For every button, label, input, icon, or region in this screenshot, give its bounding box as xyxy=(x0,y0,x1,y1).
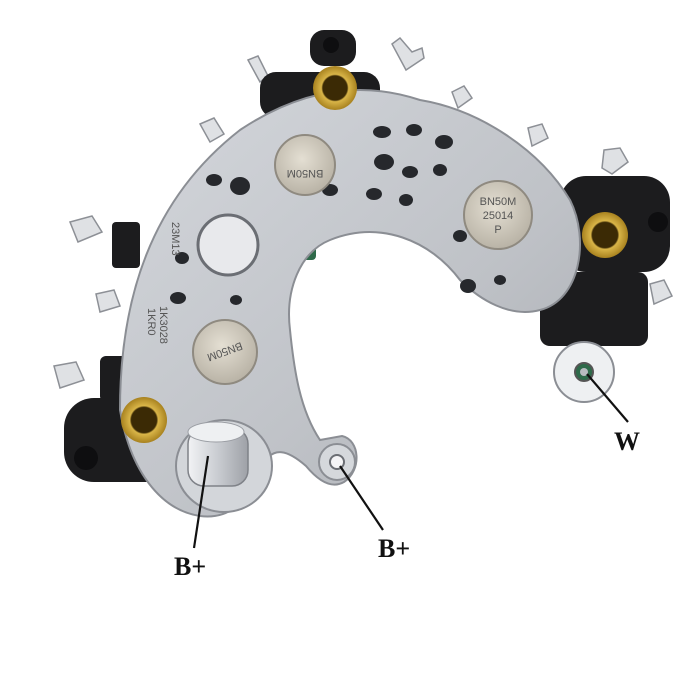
b-plus-eyelet xyxy=(318,443,356,481)
plate-stamps: 23M13 1KR0 1K3028 xyxy=(145,222,181,344)
diode: BN50M 25014 P xyxy=(463,180,533,250)
clip-terminal xyxy=(95,289,121,313)
brass-grommet xyxy=(121,397,167,443)
leader-line-b-plus-stud xyxy=(192,455,210,549)
vent-holes xyxy=(170,124,506,305)
diode-marking: BN50M xyxy=(287,167,324,179)
mount-hole xyxy=(74,446,98,470)
brass-grommets xyxy=(74,37,668,470)
brass-grommet xyxy=(582,212,628,258)
clip-terminal xyxy=(68,215,104,243)
w-terminal xyxy=(553,341,615,403)
callout-w: W xyxy=(614,427,640,456)
clip-terminal xyxy=(527,123,549,148)
mount-hole xyxy=(648,212,668,232)
brass-grommet xyxy=(313,66,357,110)
b-plus-stud xyxy=(175,419,273,513)
leader-line-w xyxy=(586,373,629,423)
callout-b-plus-stud: B+ xyxy=(174,552,207,581)
callout-b-plus-eyelet: B+ xyxy=(378,534,411,563)
clip-terminal xyxy=(53,361,86,389)
diode: BN50M xyxy=(192,319,258,385)
plate-stamp: 1KR0 xyxy=(145,308,157,336)
clip-terminal xyxy=(649,279,674,306)
clip-terminal xyxy=(601,147,629,175)
plate-stamp: 23M13 xyxy=(169,222,181,256)
center-window xyxy=(196,213,260,277)
diode-marking: BN50M xyxy=(480,196,517,208)
insulator-block xyxy=(112,222,140,268)
leader-line-b-plus-eyelet xyxy=(339,465,384,531)
diodes: BN50M BN50M 25014 P BN50M xyxy=(192,134,533,385)
clip-terminal xyxy=(451,85,474,110)
clip-terminal xyxy=(391,36,425,72)
plate-stamp: 1K3028 xyxy=(157,306,169,344)
diode-marking: 25014 xyxy=(483,210,514,222)
diode-marking: P xyxy=(494,224,501,236)
mount-hole xyxy=(323,37,339,53)
clip-terminal xyxy=(198,117,226,144)
leader-lines xyxy=(192,373,629,549)
clip-terminals xyxy=(53,36,674,389)
diode: BN50M xyxy=(274,134,336,196)
